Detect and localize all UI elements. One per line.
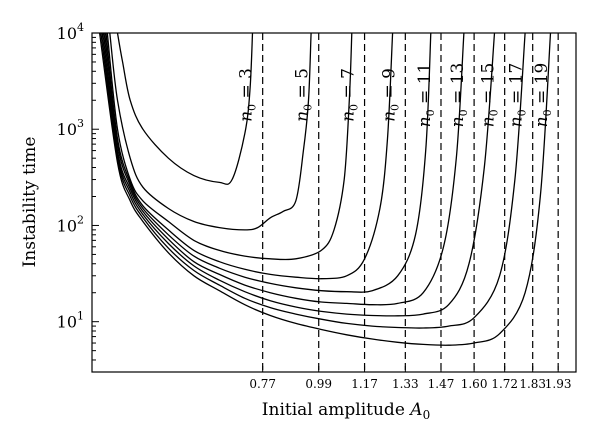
x-tick-label: 1.72 — [491, 377, 518, 391]
series-label: n0 = 19 — [532, 63, 554, 128]
plot-frame — [91, 32, 577, 373]
series-curve — [98, 32, 552, 346]
y-tick-label: 102 — [57, 213, 84, 235]
series-curve — [101, 32, 496, 317]
series-label: n0 = 11 — [415, 63, 437, 128]
series-labels: n0 = 3 n0 = 5 n0 = 7 n0 = 9 n0 = 11 n0 = 13 n0… — [237, 63, 555, 128]
series-curve — [106, 32, 353, 261]
series-label: n0 = 7 — [339, 68, 361, 122]
x-tick-label: 1.33 — [392, 377, 419, 391]
series-curve — [102, 32, 465, 306]
series-label: n0 = 5 — [293, 68, 315, 122]
series-curves — [98, 32, 552, 346]
x-tick-label: 0.99 — [305, 377, 332, 391]
series-curve — [104, 32, 432, 293]
x-tick-label: 1.93 — [545, 377, 572, 391]
y-axis: 101 102 103 104 — [57, 21, 99, 373]
y-tick-label: 104 — [57, 21, 84, 43]
y-axis-label: Instability time — [20, 137, 40, 268]
series-curve — [100, 32, 526, 329]
x-tick-label: 0.77 — [249, 377, 276, 391]
x-tick-label: 1.17 — [351, 377, 378, 391]
series-curve — [116, 32, 254, 185]
x-tick-label: 1.47 — [428, 377, 455, 391]
series-label: n0 = 13 — [448, 63, 470, 128]
series-curve — [109, 32, 312, 231]
series-label: n0 = 9 — [379, 68, 401, 122]
series-label: n0 = 15 — [479, 63, 501, 128]
x-tick-label: 1.83 — [519, 377, 546, 391]
series-label: n0 = 17 — [507, 63, 529, 128]
y-tick-label: 101 — [57, 310, 84, 332]
x-axis-label: Initial amplitude A0 — [262, 400, 430, 422]
series-curve — [105, 32, 394, 280]
series-label: n0 = 3 — [237, 68, 259, 122]
y-tick-label: 103 — [57, 117, 84, 139]
asymptote-lines — [262, 33, 559, 372]
x-tick-label: 1.60 — [461, 377, 488, 391]
x-axis: 0.77 0.99 1.17 1.33 1.47 1.60 1.72 1.831.93 — [249, 366, 572, 391]
